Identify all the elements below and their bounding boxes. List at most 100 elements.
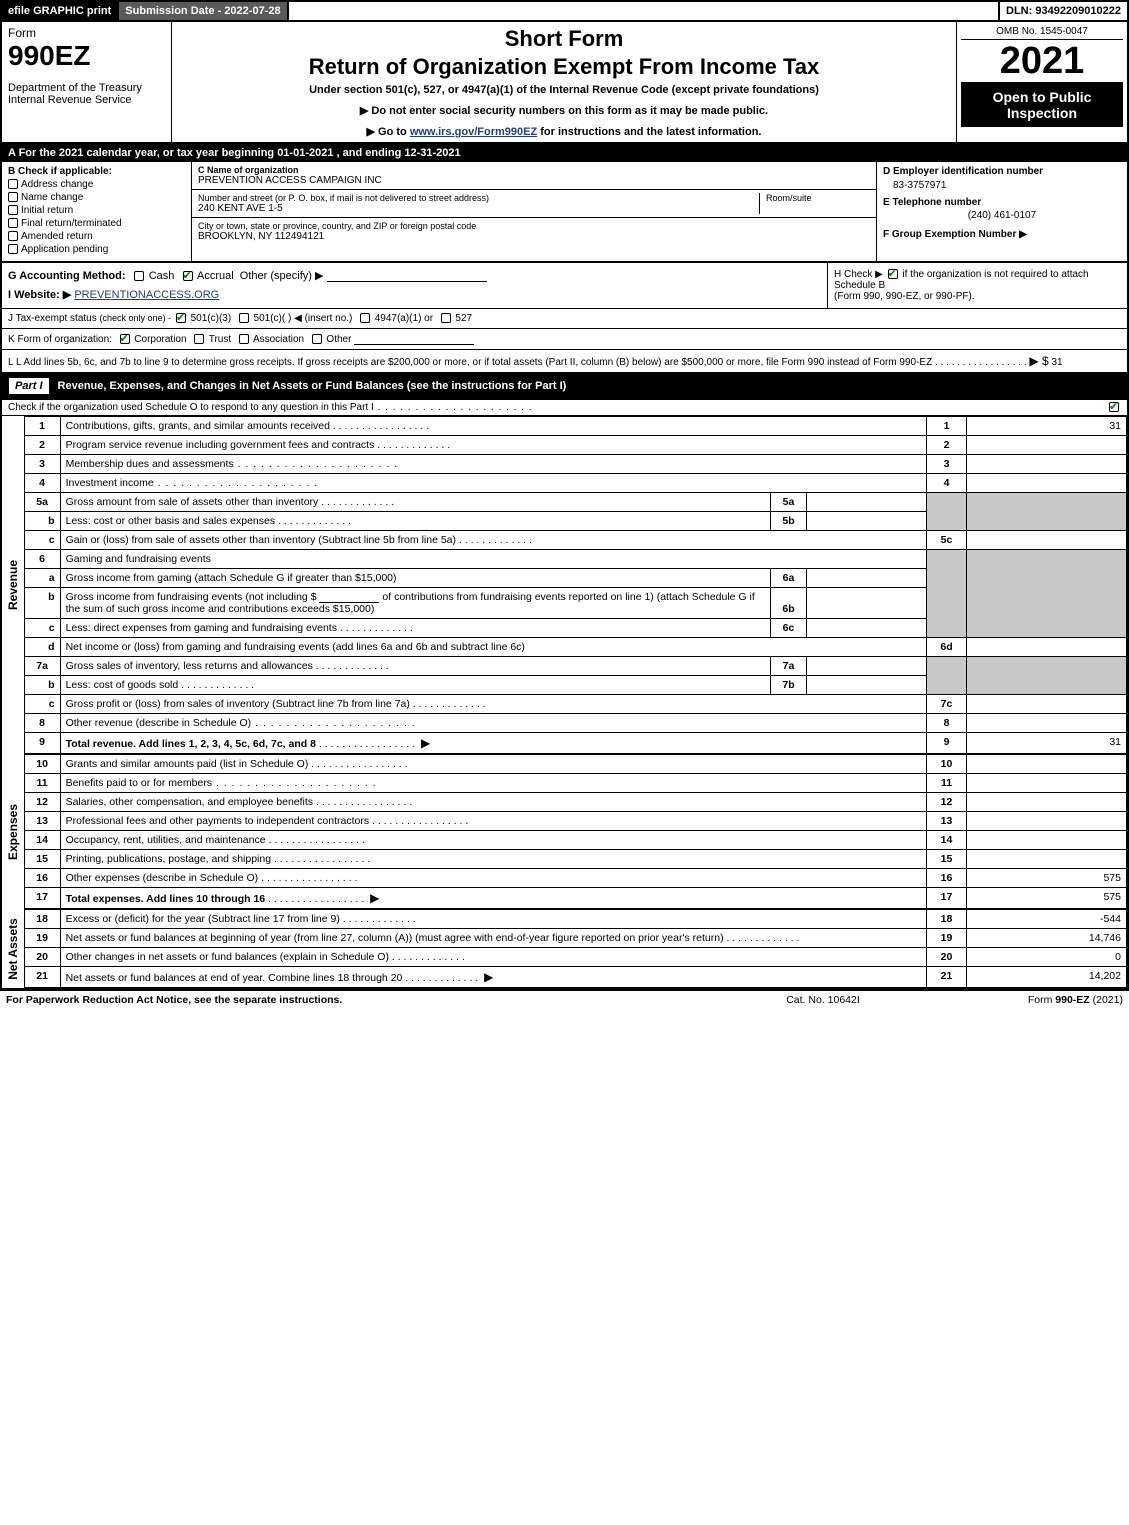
line-desc: Excess or (deficit) for the year (Subtra… [66, 913, 340, 925]
line-desc: Gross amount from sale of assets other t… [66, 496, 319, 508]
section-b-label: B Check if applicable: [8, 166, 112, 177]
form-header: Form 990EZ Department of the Treasury In… [0, 22, 1129, 144]
footer-left: For Paperwork Reduction Act Notice, see … [6, 994, 723, 1006]
line-desc: Gross income from gaming (attach Schedul… [66, 572, 397, 584]
l-value: 31 [1051, 357, 1062, 368]
line-amount: 0 [967, 948, 1127, 967]
expenses-table: 10Grants and similar amounts paid (list … [24, 754, 1127, 909]
line-amount: -544 [967, 910, 1127, 929]
footer-right-pre: Form [1028, 994, 1055, 1006]
table-row: 18Excess or (deficit) for the year (Subt… [24, 910, 1126, 929]
check-final-return[interactable]: Final return/terminated [8, 218, 185, 229]
check-initial-return[interactable]: Initial return [8, 205, 185, 216]
check-address-change-label: Address change [21, 179, 93, 190]
header-right: OMB No. 1545-0047 2021 Open to Public In… [957, 22, 1127, 142]
table-row: 4Investment income4 [24, 474, 1126, 493]
website-link[interactable]: PREVENTIONACCESS.ORG [74, 289, 219, 301]
part1-body: Check if the organization used Schedule … [0, 400, 1129, 990]
form-title: Return of Organization Exempt From Incom… [180, 54, 948, 80]
room-label: Room/suite [766, 193, 870, 203]
check-association[interactable] [239, 334, 249, 344]
part1-label: Part I [8, 377, 50, 395]
line-amount: 31 [967, 417, 1127, 436]
table-row: 19Net assets or fund balances at beginni… [24, 929, 1126, 948]
table-row: 3Membership dues and assessments3 [24, 455, 1126, 474]
check-application-pending-label: Application pending [21, 244, 108, 255]
efile-print-button[interactable]: efile GRAPHIC print [2, 2, 119, 20]
line-desc: Less: cost or other basis and sales expe… [66, 515, 276, 527]
form-number: 990EZ [8, 40, 165, 72]
table-row: 17Total expenses. Add lines 10 through 1… [24, 888, 1126, 909]
check-address-change[interactable]: Address change [8, 179, 185, 190]
line-desc: Gross sales of inventory, less returns a… [66, 660, 313, 672]
table-row: cGross profit or (loss) from sales of in… [24, 695, 1126, 714]
check-schedule-o[interactable] [1109, 402, 1119, 412]
check-corporation[interactable] [120, 334, 130, 344]
table-row: 12Salaries, other compensation, and empl… [24, 793, 1126, 812]
check-h-not-required[interactable] [888, 269, 898, 279]
footer-mid: Cat. No. 10642I [723, 994, 923, 1006]
net-assets-table: 18Excess or (deficit) for the year (Subt… [24, 909, 1127, 988]
check-name-change[interactable]: Name change [8, 192, 185, 203]
arrow-icon: ▶ [484, 970, 493, 984]
check-501c[interactable] [239, 313, 249, 323]
section-d-label: D Employer identification number [883, 166, 1043, 177]
table-row: 1Contributions, gifts, grants, and simil… [24, 417, 1126, 436]
accrual-label: Accrual [197, 270, 234, 282]
line-desc: Less: cost of goods sold [66, 679, 179, 691]
check-initial-return-label: Initial return [21, 205, 73, 216]
check-trust[interactable] [194, 334, 204, 344]
footer-right-post: (2021) [1090, 994, 1123, 1006]
omb-number: OMB No. 1545-0047 [961, 24, 1123, 40]
irs-link[interactable]: www.irs.gov/Form990EZ [410, 126, 537, 138]
line-desc: Net income or (loss) from gaming and fun… [66, 641, 525, 653]
phone-value: (240) 461-0107 [883, 210, 1121, 221]
line-desc: Net assets or fund balances at beginning… [66, 932, 724, 944]
section-i-label: I Website: ▶ [8, 289, 71, 301]
table-row: 16Other expenses (describe in Schedule O… [24, 869, 1126, 888]
org-address: 240 KENT AVE 1-5 [198, 203, 753, 214]
table-row: 9Total revenue. Add lines 1, 2, 3, 4, 5c… [24, 733, 1126, 754]
section-def: D Employer identification number 83-3757… [877, 162, 1127, 261]
line-desc: Program service revenue including govern… [66, 439, 375, 451]
part1-header: Part I Revenue, Expenses, and Changes in… [0, 374, 1129, 400]
check-501c3[interactable] [176, 313, 186, 323]
line-desc: Salaries, other compensation, and employ… [66, 796, 313, 808]
org-city: BROOKLYN, NY 112494121 [198, 231, 870, 242]
h-text1: H Check ▶ [834, 269, 883, 280]
k-opt2: Association [253, 334, 304, 345]
section-j: J Tax-exempt status (check only one) - 5… [2, 308, 1127, 328]
l-arrow: ▶ $ [1029, 354, 1048, 368]
section-c: C Name of organization PREVENTION ACCESS… [192, 162, 877, 261]
section-g-label: G Accounting Method: [8, 270, 126, 282]
org-name: PREVENTION ACCESS CAMPAIGN INC [198, 175, 870, 186]
check-cash[interactable] [134, 271, 144, 281]
check-amended-return[interactable]: Amended return [8, 231, 185, 242]
table-row: 21Net assets or fund balances at end of … [24, 967, 1126, 988]
h-text3: (Form 990, 990-EZ, or 990-PF). [834, 291, 975, 302]
check-4947[interactable] [360, 313, 370, 323]
other-specify-input[interactable] [327, 270, 487, 282]
arrow-icon: ▶ [370, 891, 379, 905]
table-row: 5aGross amount from sale of assets other… [24, 493, 1126, 512]
check-amended-return-label: Amended return [21, 231, 93, 242]
check-527[interactable] [441, 313, 451, 323]
line-desc: Gaming and fundraising events [66, 553, 211, 565]
net-assets-section: Net Assets 18Excess or (deficit) for the… [2, 909, 1127, 988]
fundraising-amount-input[interactable] [319, 591, 379, 603]
check-accrual[interactable] [183, 271, 193, 281]
top-bar-spacer [289, 2, 998, 20]
section-k-label: K Form of organization: [8, 334, 112, 345]
line-desc: Printing, publications, postage, and shi… [66, 853, 271, 865]
ein-value: 83-3757971 [893, 180, 1121, 191]
check-other-org[interactable] [312, 334, 322, 344]
check-final-return-label: Final return/terminated [21, 218, 122, 229]
dln-label: DLN: 93492209010222 [998, 2, 1127, 20]
table-row: 8Other revenue (describe in Schedule O)8 [24, 714, 1126, 733]
other-label: Other (specify) ▶ [240, 270, 324, 282]
note-goto-pre: ▶ Go to [367, 126, 410, 138]
j-opt1: 501(c)(3) [191, 313, 232, 324]
check-application-pending[interactable]: Application pending [8, 244, 185, 255]
table-row: 10Grants and similar amounts paid (list … [24, 755, 1126, 774]
other-org-input[interactable] [354, 333, 474, 345]
